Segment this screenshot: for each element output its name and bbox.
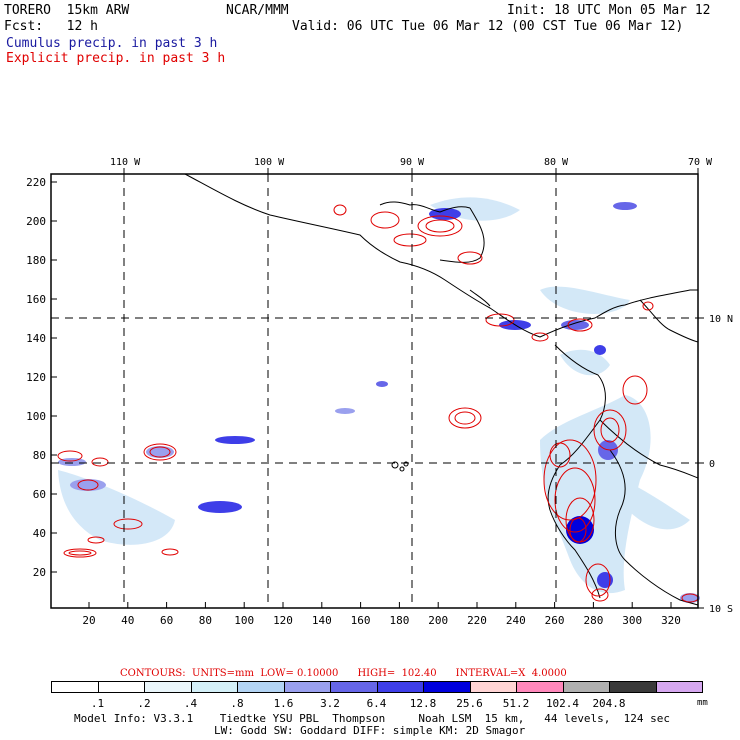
y-tick-label: 80 xyxy=(33,449,46,462)
y-tick-label: 40 xyxy=(33,527,46,540)
x-tick-label: 260 xyxy=(545,614,565,627)
y-tick-label: 120 xyxy=(26,371,46,384)
x-tick-label: 60 xyxy=(160,614,173,627)
x-tick-label: 160 xyxy=(351,614,371,627)
y-tick-label: 60 xyxy=(33,488,46,501)
contours-info: CONTOURS: UNITS=mm LOW= 0.10000 HIGH= 10… xyxy=(120,668,567,679)
lat-label-10n: 10 N xyxy=(709,314,733,325)
colorbar-label: 204.8 xyxy=(592,697,626,710)
x-tick-label: 100 xyxy=(234,614,254,627)
colorbar-cell xyxy=(562,681,610,693)
colorbar-label: .2 xyxy=(137,697,151,710)
colorbar-cell xyxy=(97,681,145,693)
center-label: NCAR/MMM xyxy=(226,3,289,18)
colorbar-label: 3.2 xyxy=(320,697,340,710)
x-tick-label: 320 xyxy=(661,614,681,627)
cumulus-shading-light xyxy=(58,197,690,594)
colorbar-label: 102.4 xyxy=(545,697,580,710)
model-title: TORERO 15km ARW xyxy=(4,3,130,18)
colorbar-label: 51.2 xyxy=(502,697,530,710)
colorbar-label: 6.4 xyxy=(366,697,387,710)
colorbar-cell xyxy=(469,681,517,693)
colorbar-cell xyxy=(144,681,192,693)
x-tick-label: 180 xyxy=(389,614,409,627)
colorbar-cell xyxy=(376,681,424,693)
x-tick-label: 300 xyxy=(622,614,642,627)
physics-info: LW: Godd SW: Goddard DIFF: simple KM: 2D… xyxy=(214,724,526,737)
graticule xyxy=(51,174,698,608)
y-tick-label: 140 xyxy=(26,332,46,345)
y-tick-label: 160 xyxy=(26,293,46,306)
x-tick-label: 280 xyxy=(583,614,603,627)
model-info: Model Info: V3.3.1 Tiedtke YSU PBL Thomp… xyxy=(74,712,671,725)
x-tick-label: 140 xyxy=(312,614,332,627)
x-tick-label: 240 xyxy=(506,614,526,627)
x-tick-label: 120 xyxy=(273,614,293,627)
x-axis-ticks xyxy=(88,602,672,608)
explicit-contours xyxy=(57,204,699,603)
colorbar-cell xyxy=(330,681,378,693)
y-tick-label: 100 xyxy=(26,410,46,423)
init-time: Init: 18 UTC Mon 05 Mar 12 xyxy=(507,3,711,18)
lon-label-110w: 110 W xyxy=(110,157,141,168)
lat-label-0: 0 xyxy=(709,459,715,470)
top-ticks xyxy=(123,168,699,174)
colorbar-label: 25.6 xyxy=(456,697,483,710)
colorbar-cell xyxy=(237,681,285,693)
x-tick-label: 20 xyxy=(82,614,95,627)
y-tick-label: 180 xyxy=(26,254,46,267)
colorbar-label: .4 xyxy=(183,697,198,710)
lon-label-100w: 100 W xyxy=(254,157,285,168)
coastlines xyxy=(184,173,699,606)
valid-time: Valid: 06 UTC Tue 06 Mar 12 (00 CST Tue … xyxy=(292,19,684,34)
map-frame xyxy=(50,173,699,609)
y-tick-label: 220 xyxy=(26,176,46,189)
colorbar-label: .8 xyxy=(230,697,244,710)
colorbar-cell xyxy=(516,681,564,693)
y-axis-ticks xyxy=(51,181,57,573)
colorbar-cell xyxy=(655,681,703,693)
colorbar-label: 12.8 xyxy=(409,697,437,710)
x-tick-label: 80 xyxy=(199,614,212,627)
lon-label-80w: 80 W xyxy=(544,157,569,168)
legend-cumulus: Cumulus precip. in past 3 h xyxy=(6,36,218,51)
legend-explicit: Explicit precip. in past 3 h xyxy=(6,51,226,66)
x-tick-label: 40 xyxy=(121,614,134,627)
x-tick-label: 220 xyxy=(467,614,487,627)
colorbar-cell xyxy=(190,681,238,693)
x-tick-label: 200 xyxy=(428,614,448,627)
right-ticks xyxy=(698,317,704,609)
colorbar-cell xyxy=(609,681,657,693)
colorbar-cell xyxy=(51,681,99,693)
colorbar-label: .1 xyxy=(90,697,105,710)
lon-label-90w: 90 W xyxy=(400,157,425,168)
lat-label-10s: 10 S xyxy=(709,604,733,615)
y-tick-label: 200 xyxy=(26,215,46,228)
colorbar-label: 1.6 xyxy=(273,697,294,710)
lon-label-70w: 70 W xyxy=(688,157,713,168)
colorbar-unit: mm xyxy=(697,698,708,708)
y-tick-label: 20 xyxy=(33,566,46,579)
colorbar-cell xyxy=(283,681,331,693)
forecast-hour: Fcst: 12 h xyxy=(4,19,98,34)
colorbar-cell xyxy=(423,681,471,693)
